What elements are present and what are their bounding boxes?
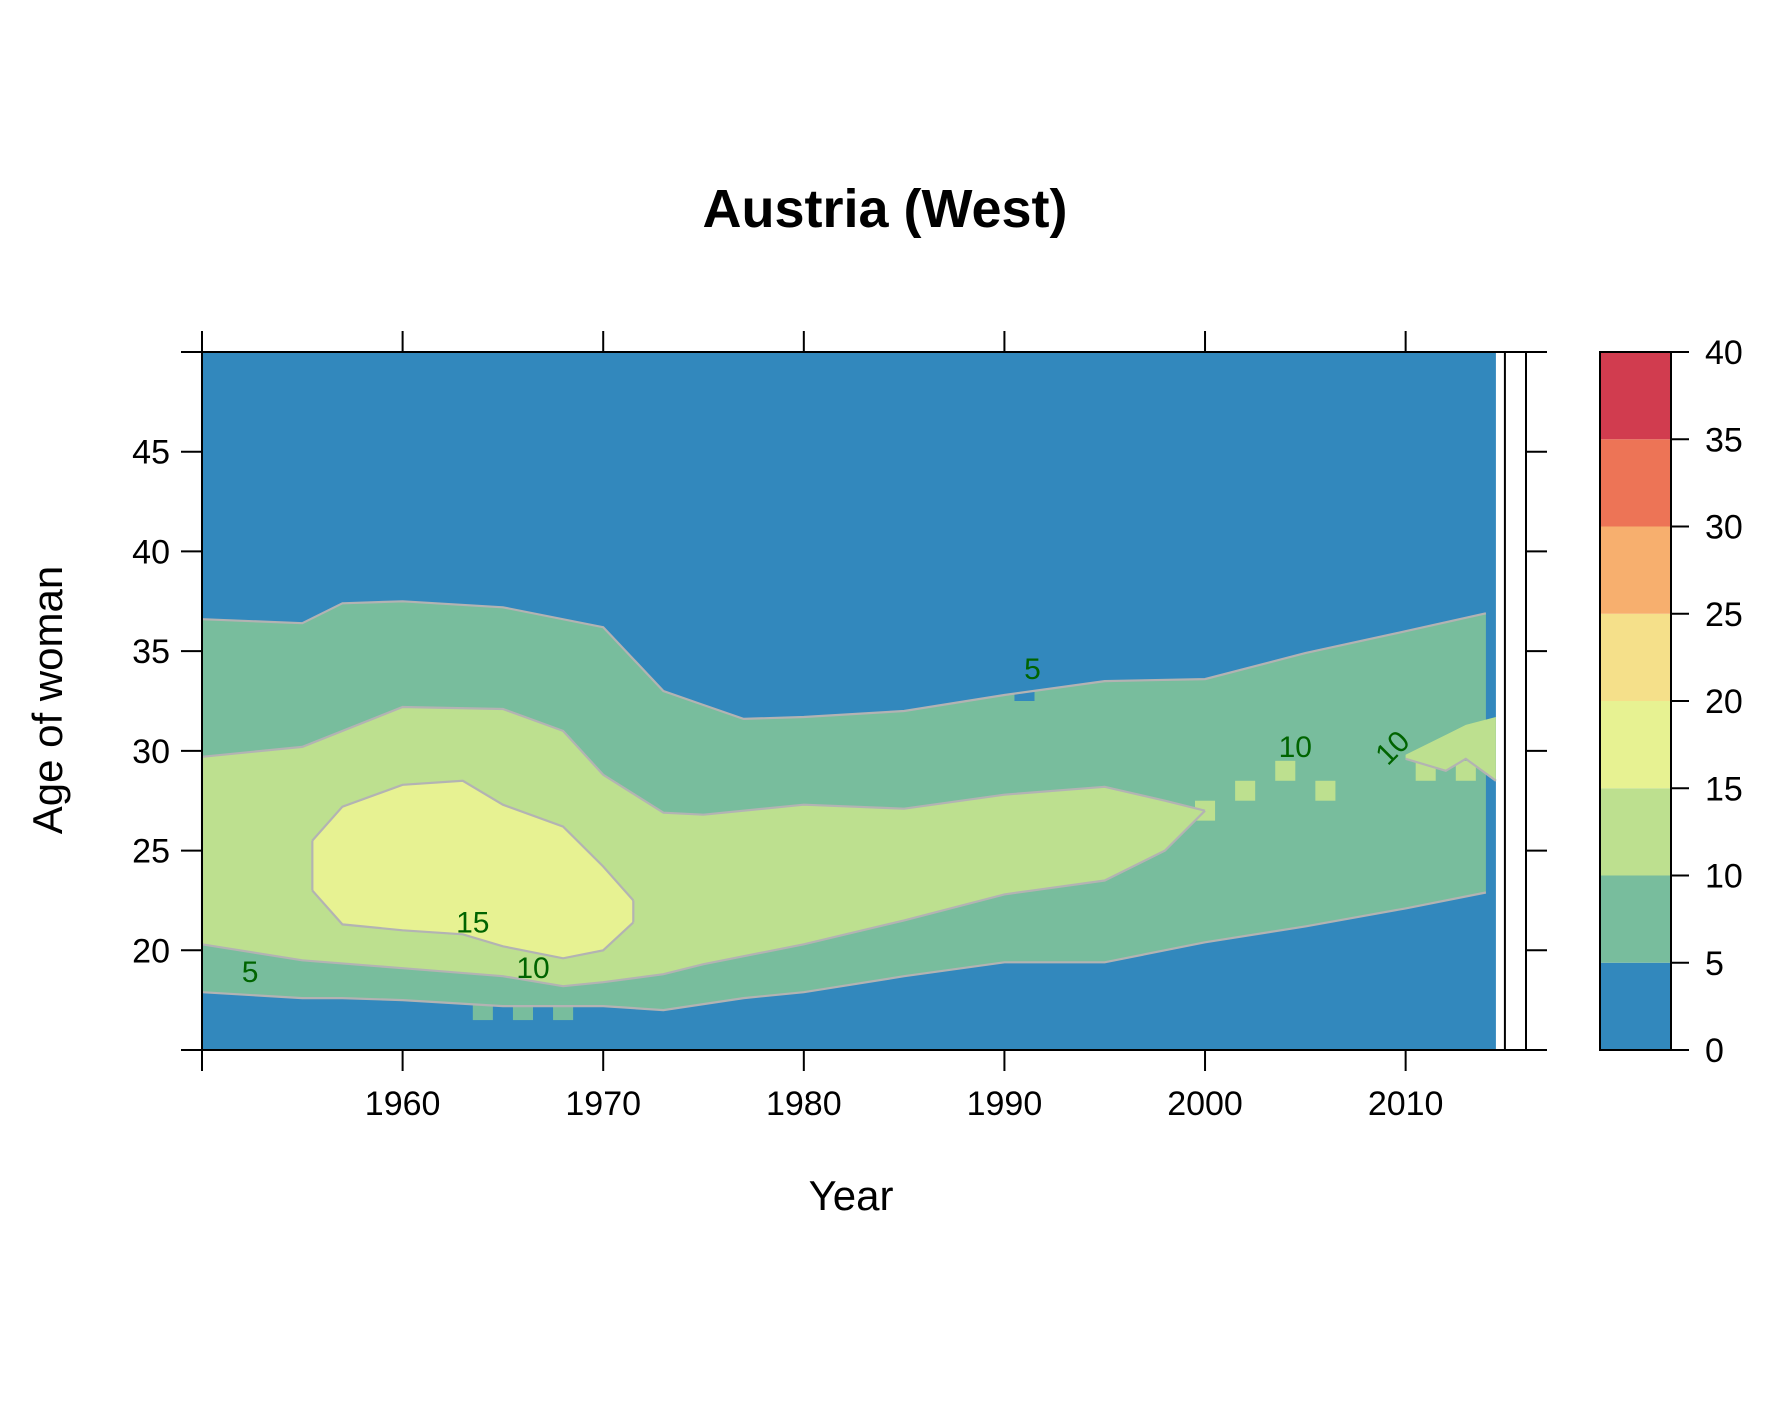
color-key-label: 5 <box>1705 945 1724 983</box>
contour-line-5-lower <box>201 891 1487 1012</box>
color-key-label: 30 <box>1705 509 1743 547</box>
color-key-swatch <box>1600 439 1671 527</box>
contour-line-15-lower <box>311 889 635 960</box>
y-tick-label: 35 <box>132 633 170 671</box>
y-tick-label: 25 <box>132 833 170 871</box>
x-tick-label: 1960 <box>365 1085 441 1123</box>
plot-frame <box>201 351 1527 1051</box>
color-key-swatch <box>1600 701 1671 789</box>
color-key-label: 0 <box>1705 1032 1724 1070</box>
color-key-swatch <box>1600 613 1671 701</box>
color-key-label: 35 <box>1705 421 1743 459</box>
y-tick-label: 30 <box>132 733 170 771</box>
color-key-swatch <box>1600 352 1671 440</box>
color-key-swatch <box>1600 788 1671 876</box>
color-key-label: 25 <box>1705 596 1743 634</box>
color-key-label: 20 <box>1705 683 1743 721</box>
color-key: 0 5 10 15 20 25 30 35 40 <box>1599 334 1743 1070</box>
color-key-label: 15 <box>1705 770 1743 808</box>
x-axis-label: Year <box>809 1172 894 1219</box>
contour-region-15 <box>312 780 634 959</box>
x-tick-label: 2000 <box>1167 1085 1243 1123</box>
color-key-label: 40 <box>1705 334 1743 372</box>
y-tick-label: 20 <box>132 932 170 970</box>
chart-title: Austria (West) <box>702 179 1067 239</box>
heatmap-cell <box>1275 760 1296 781</box>
heatmap-cell <box>553 1000 574 1021</box>
y-axis: 20 25 30 35 40 45 <box>132 351 1547 1051</box>
x-tick-label: 2010 <box>1368 1085 1444 1123</box>
x-tick-label: 1970 <box>565 1085 641 1123</box>
y-tick-label: 45 <box>132 434 170 472</box>
x-tick-label: 1990 <box>967 1085 1043 1123</box>
x-axis: 1960 1970 1980 1990 2000 2010 <box>201 331 1444 1123</box>
heatmap-cell <box>1315 780 1336 801</box>
color-key-swatch <box>1600 526 1671 614</box>
x-tick-label: 1980 <box>766 1085 842 1123</box>
contour-label: 5 <box>1024 653 1041 686</box>
contour-label: 10 <box>1279 731 1312 764</box>
color-key-swatch <box>1600 962 1671 1050</box>
heatmap-cell <box>1455 760 1476 781</box>
contour-label: 10 <box>516 952 549 985</box>
contour-line-15-upper <box>311 779 635 902</box>
contour-label: 5 <box>242 956 259 989</box>
color-key-swatch <box>1600 875 1671 963</box>
contour-line-late <box>1405 757 1497 782</box>
contour-line-5-upper <box>201 600 1487 721</box>
color-key-label: 10 <box>1705 858 1743 896</box>
heatmap-cell <box>1235 780 1256 801</box>
heatmap-cell <box>472 1000 493 1021</box>
contour-line-10-upper <box>201 705 1206 816</box>
contour-line-10-lower <box>201 809 1206 988</box>
heatmap-cell <box>512 1000 533 1021</box>
y-axis-label: Age of woman <box>24 566 71 835</box>
heatmap-cell <box>1014 681 1035 701</box>
y-tick-label: 40 <box>132 533 170 571</box>
contour-label: 15 <box>456 906 489 939</box>
